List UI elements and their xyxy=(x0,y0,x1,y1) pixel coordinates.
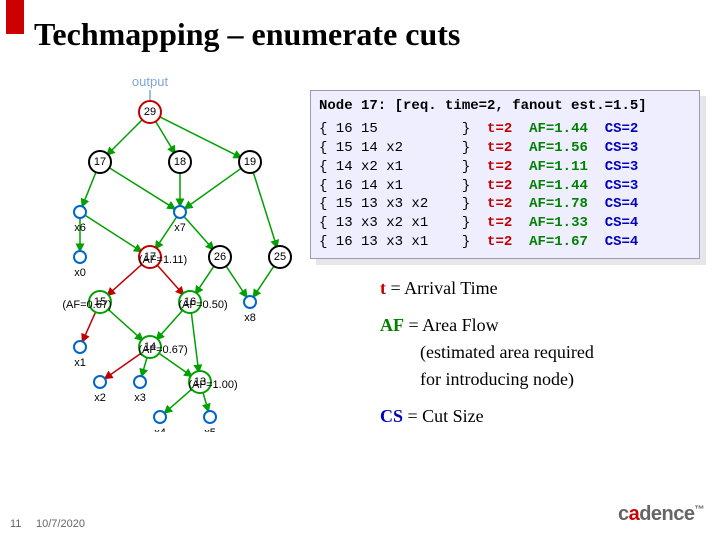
graph-node: 29 xyxy=(139,101,161,123)
svg-text:17: 17 xyxy=(94,156,106,168)
svg-text:(AF=1.00): (AF=1.00) xyxy=(188,379,237,391)
edge xyxy=(108,167,174,209)
edge xyxy=(253,265,274,297)
accent-bar xyxy=(6,0,24,34)
edge xyxy=(105,353,142,379)
legend: t = Arrival Time AF = Area Flow (estimat… xyxy=(380,275,594,440)
svg-text:(AF=0.67): (AF=0.67) xyxy=(138,344,187,356)
edge xyxy=(107,309,142,341)
graph-node: x2 xyxy=(94,376,106,404)
graph-node: 26 xyxy=(209,246,231,268)
svg-text:18: 18 xyxy=(174,156,186,168)
graph-node: x4 xyxy=(154,411,166,432)
svg-text:x3: x3 xyxy=(134,392,146,404)
cuts-table: Node 17: [req. time=2, fanout est.=1.5] {… xyxy=(310,90,700,259)
cut-row: { 16 15 } t=2 AF=1.44 CS=2 xyxy=(319,120,691,139)
graph-node: 18 xyxy=(169,151,191,173)
footer-date: 10/7/2020 xyxy=(36,518,85,530)
svg-text:x5: x5 xyxy=(204,427,216,432)
graph-node: 15(AF=0.67) xyxy=(62,291,111,313)
svg-text:x4: x4 xyxy=(154,427,166,432)
graph-node: x5 xyxy=(204,411,216,432)
cutbox-header: Node 17: [req. time=2, fanout est.=1.5] xyxy=(319,97,691,116)
cut-row: { 14 x2 x1 } t=2 AF=1.11 CS=3 xyxy=(319,158,691,177)
edge xyxy=(185,168,242,209)
graph-node: 14(AF=0.67) xyxy=(138,336,187,358)
graph-node: x3 xyxy=(134,376,146,404)
graph-node: 13(AF=1.00) xyxy=(188,371,237,393)
edge xyxy=(184,216,213,249)
page-number: 11 xyxy=(10,518,21,530)
svg-text:x1: x1 xyxy=(74,357,86,369)
cadence-logo: cadence™ xyxy=(618,503,704,526)
svg-text:x7: x7 xyxy=(174,222,186,234)
edge xyxy=(158,353,192,377)
slide: Techmapping – enumerate cuts output 29 17 1… xyxy=(0,0,720,540)
graph-node: 25 xyxy=(269,246,291,268)
svg-text:x2: x2 xyxy=(94,392,106,404)
legend-cs: CS xyxy=(380,406,403,426)
svg-text:output: output xyxy=(132,74,169,89)
edge xyxy=(191,312,199,372)
svg-text:x8: x8 xyxy=(244,312,256,324)
edge xyxy=(155,121,175,154)
graph-node: 17 xyxy=(89,151,111,173)
edge xyxy=(203,392,209,412)
svg-text:(AF=0.67): (AF=0.67) xyxy=(62,299,111,311)
graph-node: 16(AF=0.50) xyxy=(178,291,227,313)
graph-node: x1 xyxy=(74,341,86,369)
svg-text:(AF=1.11): (AF=1.11) xyxy=(139,254,187,266)
svg-text:29: 29 xyxy=(144,106,156,118)
cut-row: { 13 x3 x2 x1 } t=2 AF=1.33 CS=4 xyxy=(319,214,691,233)
edge xyxy=(85,215,142,251)
graph-node: x0 xyxy=(74,251,86,279)
edge xyxy=(107,264,142,296)
edge xyxy=(107,119,143,155)
graph-node: x8 xyxy=(244,296,256,324)
cut-row: { 16 14 x1 } t=2 AF=1.44 CS=3 xyxy=(319,177,691,196)
edge xyxy=(142,357,148,377)
edge xyxy=(157,309,184,339)
svg-text:(AF=0.50): (AF=0.50) xyxy=(178,299,227,311)
svg-text:19: 19 xyxy=(244,156,256,168)
edge xyxy=(159,116,241,157)
cut-row: { 15 14 x2 } t=2 AF=1.56 CS=3 xyxy=(319,139,691,158)
svg-text:26: 26 xyxy=(214,251,226,263)
graph-diagram: output 29 17 18 19 x6 x7 x0 17(AF=1.11) 26 25 15(AF… xyxy=(50,72,320,432)
edge xyxy=(165,389,193,413)
graph-node: x7 xyxy=(174,206,186,234)
legend-af: AF xyxy=(380,315,404,335)
graph-node: 19 xyxy=(239,151,261,173)
svg-text:x0: x0 xyxy=(74,267,86,279)
edge xyxy=(82,311,96,341)
edge xyxy=(82,171,96,206)
graph-node: 17(AF=1.11) xyxy=(139,246,187,268)
cut-row: { 15 13 x3 x2 } t=2 AF=1.78 CS=4 xyxy=(319,195,691,214)
cut-row: { 16 13 x3 x1 } t=2 AF=1.67 CS=4 xyxy=(319,233,691,252)
svg-text:25: 25 xyxy=(274,251,286,263)
slide-title: Techmapping – enumerate cuts xyxy=(34,16,460,53)
edge xyxy=(196,265,215,293)
edge xyxy=(253,172,277,248)
edge xyxy=(157,264,184,294)
edge xyxy=(226,265,247,297)
svg-text:x6: x6 xyxy=(74,222,86,234)
